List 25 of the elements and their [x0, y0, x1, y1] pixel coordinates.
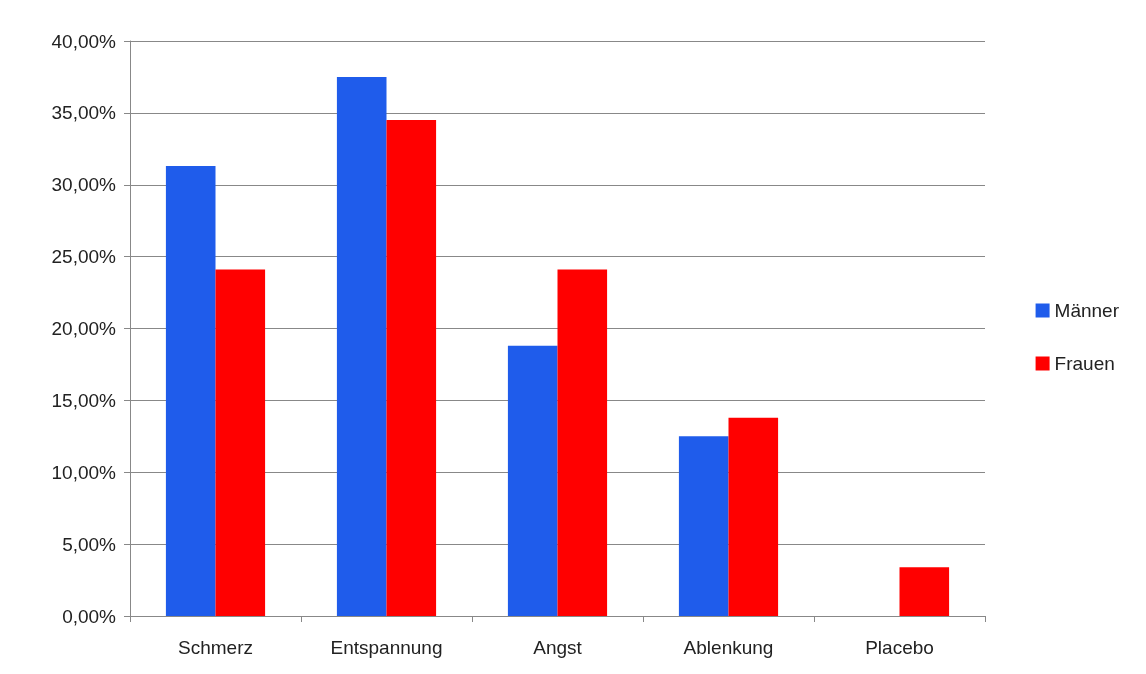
bar: [507, 345, 558, 616]
bar: [215, 269, 266, 616]
x-tick-label: Entspannung: [330, 637, 443, 658]
bar: [678, 436, 729, 616]
x-tick-label: Ablenkung: [683, 637, 774, 658]
y-tick-label: 40,00%: [51, 30, 117, 52]
bar: [165, 166, 216, 616]
x-tick-label: Schmerz: [178, 637, 253, 658]
y-tick-label: 10,00%: [51, 461, 117, 483]
legend-label: Frauen: [1054, 353, 1115, 374]
x-tick-label: Placebo: [865, 637, 934, 658]
y-tick-label: 0,00%: [62, 605, 117, 627]
bar: [557, 269, 608, 616]
y-tick-label: 25,00%: [51, 246, 117, 268]
legend-label: Männer: [1054, 300, 1120, 321]
y-tick-label: 30,00%: [51, 174, 117, 196]
y-tick-label: 15,00%: [51, 389, 117, 411]
bar: [336, 76, 387, 616]
bar: [899, 567, 950, 616]
bar: [386, 120, 437, 616]
y-tick-label: 20,00%: [51, 318, 117, 339]
bar: [728, 417, 779, 616]
y-tick-label: 5,00%: [62, 533, 117, 555]
y-tick-label: 35,00%: [51, 102, 117, 124]
x-tick-label: Angst: [533, 637, 583, 658]
